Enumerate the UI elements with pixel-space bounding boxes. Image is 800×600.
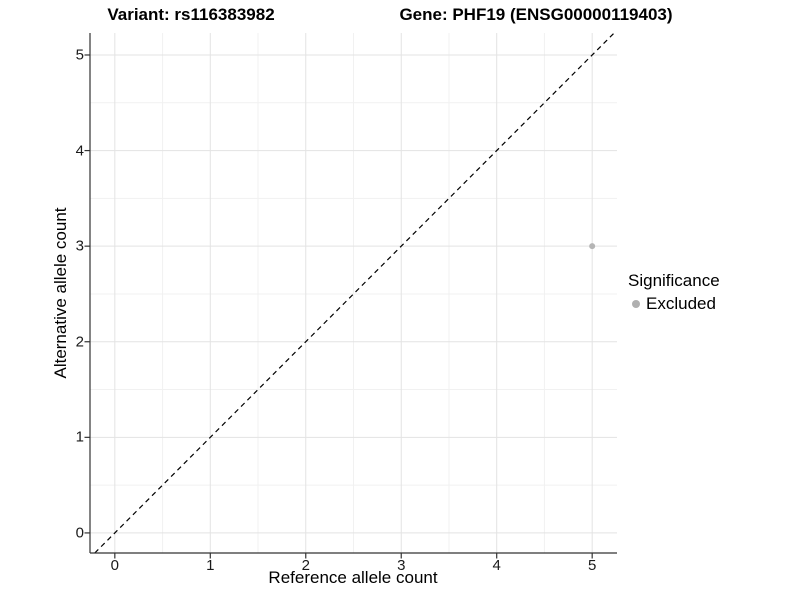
y-tick-label-0: 0: [75, 524, 84, 542]
identity-line: [94, 32, 615, 554]
legend: Significance Excluded: [628, 271, 720, 314]
y-tick-label-4: 4: [75, 142, 84, 160]
y-tick-label-2: 2: [75, 333, 84, 351]
data-point: [589, 243, 596, 250]
y-tick-label-3: 3: [75, 237, 84, 255]
legend-point-swatch-icon: [632, 300, 640, 308]
y-tick-label-1: 1: [75, 428, 84, 446]
y-axis-label: Alternative allele count: [51, 207, 70, 379]
plot-title-gene: Gene: PHF19 (ENSG00000119403): [399, 5, 673, 24]
x-axis-label: Reference allele count: [268, 568, 438, 587]
x-tick-label-2: 2: [301, 557, 310, 574]
legend-title: Significance: [628, 271, 720, 290]
legend-item-excluded: Excluded: [628, 294, 720, 314]
plot-title-variant: Variant: rs116383982: [107, 5, 275, 24]
y-tick-label-5: 5: [75, 46, 84, 64]
x-tick-label-0: 0: [110, 557, 119, 574]
x-tick-label-4: 4: [492, 557, 501, 574]
x-tick-label-3: 3: [397, 557, 406, 574]
x-tick-label-5: 5: [588, 557, 597, 574]
x-tick-label-1: 1: [206, 557, 215, 574]
legend-item-label: Excluded: [646, 294, 716, 313]
